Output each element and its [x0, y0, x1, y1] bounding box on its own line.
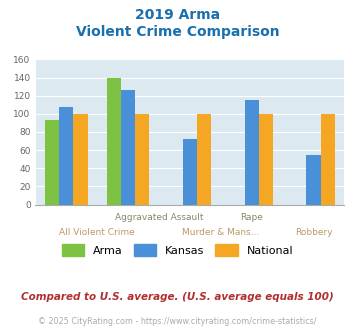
- Bar: [183, 139, 197, 205]
- Text: All Violent Crime: All Violent Crime: [59, 228, 135, 237]
- Text: 2019 Arma: 2019 Arma: [135, 8, 220, 22]
- Text: Murder & Mans...: Murder & Mans...: [182, 228, 260, 237]
- Bar: [259, 114, 273, 205]
- Legend: Arma, Kansas, National: Arma, Kansas, National: [58, 240, 297, 260]
- Bar: [321, 114, 335, 205]
- Bar: [45, 120, 59, 205]
- Bar: [73, 114, 88, 205]
- Text: Rape: Rape: [240, 213, 263, 222]
- Text: Compared to U.S. average. (U.S. average equals 100): Compared to U.S. average. (U.S. average …: [21, 292, 334, 302]
- Bar: [121, 90, 135, 205]
- Bar: [135, 114, 149, 205]
- Text: © 2025 CityRating.com - https://www.cityrating.com/crime-statistics/: © 2025 CityRating.com - https://www.city…: [38, 317, 317, 326]
- Bar: [197, 114, 211, 205]
- Bar: [107, 78, 121, 205]
- Text: Aggravated Assault: Aggravated Assault: [115, 213, 203, 222]
- Text: Violent Crime Comparison: Violent Crime Comparison: [76, 25, 279, 39]
- Bar: [245, 100, 259, 205]
- Text: Robbery: Robbery: [295, 228, 332, 237]
- Bar: [59, 107, 73, 205]
- Bar: [306, 155, 321, 205]
